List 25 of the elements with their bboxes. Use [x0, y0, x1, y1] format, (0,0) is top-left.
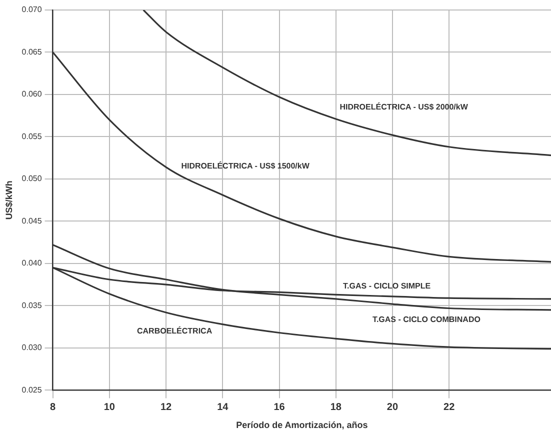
x-tick-label: 14: [217, 402, 229, 413]
series-label: HIDROELÉCTRICA - US$ 1500/kW: [181, 160, 310, 171]
y-tick-label: 0.055: [22, 132, 42, 141]
y-tick-label: 0.025: [22, 385, 42, 394]
y-tick-label: 0.045: [22, 216, 42, 226]
x-tick-label: 10: [104, 402, 116, 413]
y-tick-label: 0.065: [22, 47, 42, 56]
x-tick-label: 20: [386, 402, 398, 413]
series-label: CARBOELÉCTRICA: [136, 325, 212, 336]
y-tick-label: 0.030: [22, 343, 42, 352]
series-label: T.GAS - CICLO SIMPLE: [343, 281, 432, 290]
x-tick-label: 16: [274, 402, 286, 413]
x-tick-label: 18: [330, 402, 342, 413]
y-tick-label: 0.050: [22, 174, 42, 184]
y-tick-label: 0.060: [22, 90, 42, 99]
x-tick-label: 12: [160, 402, 172, 413]
x-tick-label: 8: [50, 402, 56, 413]
series-label: HIDROELÉCTRICA - US$ 2000/kW: [340, 102, 468, 112]
y-tick-label: 0.070: [22, 5, 42, 14]
y-tick-label: 0.040: [22, 258, 42, 268]
y-tick-label: 0.035: [22, 300, 42, 310]
x-axis-title: Período de Amortización, años: [236, 420, 368, 430]
y-axis-title: US$/kWh: [4, 180, 14, 220]
series-label: T.GAS - CICLO COMBINADO: [372, 314, 480, 324]
x-tick-label: 22: [444, 402, 456, 413]
